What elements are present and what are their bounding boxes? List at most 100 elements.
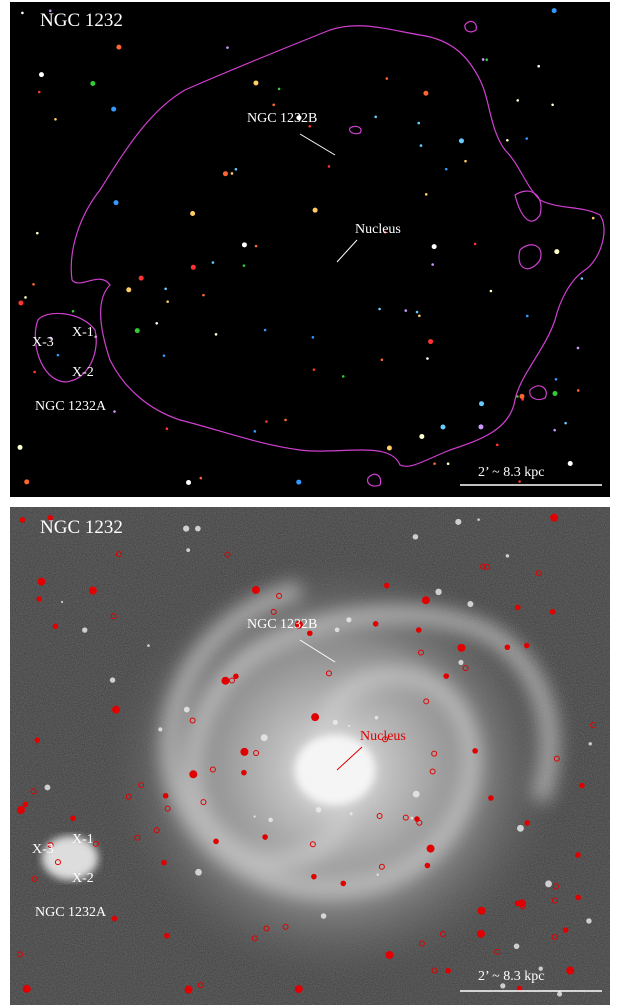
source-marker <box>22 984 31 993</box>
source-marker <box>31 875 38 882</box>
star <box>320 913 327 919</box>
source-marker <box>325 670 332 677</box>
source-marker <box>138 782 145 789</box>
source-dot <box>551 103 554 107</box>
source-marker <box>504 644 511 651</box>
source-dot <box>516 99 520 102</box>
star <box>186 548 191 553</box>
source-dot <box>253 80 259 86</box>
source-dot <box>190 211 196 217</box>
source-dot <box>165 427 169 431</box>
source-dot <box>162 354 166 357</box>
source-marker <box>517 899 526 908</box>
source-dot <box>33 370 36 374</box>
source-dot <box>308 124 312 128</box>
source-marker <box>494 948 501 955</box>
panel-title: NGC 1232 <box>40 517 123 538</box>
source-dot <box>113 410 116 413</box>
label: Nucleus <box>355 222 401 237</box>
source-marker <box>340 880 347 887</box>
source-dot <box>473 242 477 246</box>
source-dot <box>32 283 35 286</box>
source-marker <box>263 925 270 932</box>
source-marker <box>228 677 235 684</box>
source-marker <box>294 620 303 629</box>
source-marker <box>34 737 41 743</box>
star <box>435 588 442 596</box>
xray-panel: NGC 1232 NGC 1232B Nucleus X-1 X-3 X-2 N… <box>10 2 610 497</box>
source-dot <box>576 346 580 350</box>
source-dot <box>580 277 584 280</box>
label: Nucleus <box>360 729 406 744</box>
source-marker <box>221 676 230 685</box>
source-marker <box>483 563 490 570</box>
source-dot <box>564 421 567 425</box>
source-dot <box>272 103 275 107</box>
source-marker <box>88 586 97 595</box>
label: NGC 1232A <box>35 399 107 414</box>
source-dot <box>226 46 229 49</box>
source-dot <box>478 424 484 430</box>
source-dot <box>284 418 287 422</box>
source-dot <box>537 64 540 68</box>
source-dot <box>485 58 489 62</box>
source-dot <box>90 81 96 87</box>
source-marker <box>443 673 450 679</box>
source-marker <box>551 897 558 904</box>
star <box>268 817 273 823</box>
source-marker <box>70 815 76 822</box>
star <box>517 824 524 832</box>
star <box>557 991 563 997</box>
source-dot <box>214 333 218 336</box>
star <box>195 525 201 532</box>
source-marker <box>110 613 117 620</box>
source-marker <box>47 842 54 849</box>
source-dot <box>21 11 24 15</box>
source-dot <box>519 393 525 399</box>
source-marker <box>423 698 430 705</box>
source-dot <box>312 207 318 213</box>
source-dot <box>415 310 419 314</box>
source-dot <box>431 263 434 266</box>
source-marker <box>307 630 313 637</box>
source-marker <box>424 862 431 869</box>
source-dot <box>48 9 52 13</box>
source-dot <box>166 300 169 303</box>
source-marker <box>462 665 469 672</box>
label: X-1 <box>72 832 94 847</box>
source-dot <box>419 433 425 439</box>
source-dot <box>385 77 389 80</box>
source-dot <box>446 462 450 466</box>
source-dot <box>424 193 428 196</box>
source-dot <box>440 424 446 430</box>
source-marker <box>524 820 531 826</box>
star <box>505 554 510 558</box>
star <box>545 880 552 888</box>
source-dot <box>380 358 384 362</box>
pointer <box>299 639 336 663</box>
source-marker <box>164 932 170 939</box>
label: X-1 <box>72 325 94 340</box>
source-dot <box>495 443 499 447</box>
source-marker <box>162 792 169 799</box>
star <box>588 742 592 746</box>
source-marker <box>251 935 258 942</box>
star <box>109 677 116 683</box>
source-marker <box>17 951 24 958</box>
source-dot <box>242 264 246 267</box>
source-marker <box>415 627 422 633</box>
source-marker <box>164 805 171 812</box>
source-marker <box>251 585 260 594</box>
source-marker <box>200 799 207 806</box>
source-marker <box>30 788 37 795</box>
source-dot <box>24 479 30 485</box>
star <box>410 816 414 820</box>
source-dot <box>253 430 257 433</box>
source-dot <box>418 314 421 318</box>
source-dot <box>567 461 573 467</box>
source-dots <box>17 8 595 486</box>
source-marker <box>125 793 132 800</box>
source-dot <box>111 106 117 112</box>
star <box>376 873 379 876</box>
